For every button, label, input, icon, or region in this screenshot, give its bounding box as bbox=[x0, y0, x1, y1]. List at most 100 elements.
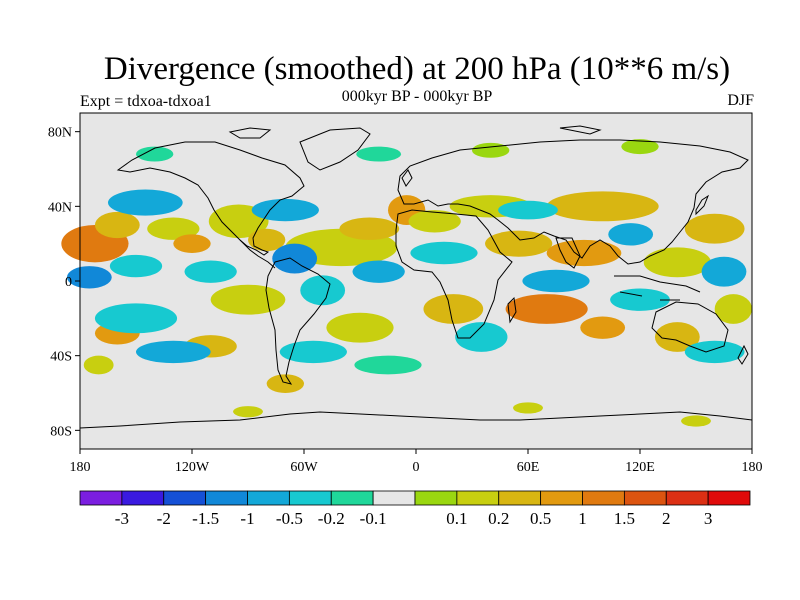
longitude-ticks: 180 120W 60W 0 60E 120E 180 bbox=[70, 449, 763, 475]
divergence-region bbox=[410, 241, 478, 265]
colorbar-swatch bbox=[665, 490, 709, 506]
divergence-region bbox=[522, 269, 590, 293]
colorbar: -3 -2 -1.5 -1 -0.5 -0.2 -0.1 0.1 0.2 0.5 1 1.5 2 3 bbox=[79, 490, 751, 528]
colorbar-label: 0.5 bbox=[530, 509, 551, 528]
divergence-region bbox=[326, 312, 394, 343]
divergence-region bbox=[580, 316, 626, 339]
divergence-region bbox=[701, 256, 747, 287]
coastline-uk bbox=[401, 169, 413, 187]
divergence-region bbox=[184, 260, 237, 283]
divergence-region bbox=[356, 146, 402, 162]
divergence-region bbox=[272, 243, 318, 274]
coastline-antarctica bbox=[79, 411, 753, 429]
latitude-ticks: 80N 40N 0 40S 80S bbox=[48, 126, 80, 439]
coastline-central-america bbox=[239, 239, 276, 269]
colorbar-swatch bbox=[205, 490, 248, 506]
divergence-region bbox=[608, 223, 654, 246]
divergence-region bbox=[423, 294, 484, 324]
divergence-region bbox=[408, 210, 461, 233]
divergence-region bbox=[654, 322, 700, 352]
experiment-label: Expt = tdxoa-tdxoa1 bbox=[80, 93, 212, 110]
colorbar-swatch bbox=[247, 490, 290, 506]
map-plot-area bbox=[61, 112, 753, 450]
divergence-region bbox=[147, 217, 200, 240]
divergence-region bbox=[621, 139, 659, 155]
map-subtitle: 000kyr BP - 000kyr BP bbox=[341, 88, 493, 105]
coastline-africa bbox=[395, 209, 513, 339]
season-label: DJF bbox=[727, 92, 754, 109]
divergence-region bbox=[94, 211, 140, 239]
divergence-region bbox=[66, 266, 112, 289]
divergence-region bbox=[108, 189, 183, 216]
divergence-region bbox=[251, 198, 319, 222]
colorbar-swatch bbox=[288, 490, 332, 506]
divergence-region bbox=[684, 340, 745, 364]
coastline-australia bbox=[651, 301, 729, 353]
divergence-region bbox=[714, 294, 752, 324]
colorbar-label: 2 bbox=[662, 509, 671, 528]
divergence-region bbox=[472, 142, 510, 158]
latitude-tick-label: 80N bbox=[48, 126, 72, 141]
latitude-tick-label: 40N bbox=[48, 200, 72, 215]
longitude-tick-label: 120E bbox=[625, 460, 655, 475]
colorbar-label: -0.5 bbox=[276, 509, 303, 528]
coastline-madagascar bbox=[507, 296, 517, 324]
coastline-eurasia bbox=[397, 139, 749, 265]
coastline-maritime-continent bbox=[614, 275, 701, 301]
coastline-south-america bbox=[265, 257, 331, 385]
divergence-region bbox=[83, 355, 114, 375]
divergence-region bbox=[109, 254, 163, 278]
colorbar-label: -0.1 bbox=[360, 509, 387, 528]
longitude-tick-label: 180 bbox=[742, 460, 763, 475]
colorbar-swatch bbox=[582, 490, 625, 506]
coastline-arctic-islands bbox=[228, 125, 602, 139]
divergence-region bbox=[610, 288, 670, 311]
colorbar-swatch bbox=[414, 490, 458, 506]
divergence-region bbox=[354, 355, 422, 375]
colorbar-swatch bbox=[456, 490, 500, 506]
divergence-field-layer bbox=[61, 139, 752, 427]
divergence-region bbox=[505, 294, 588, 324]
longitude-tick-label: 0 bbox=[413, 460, 420, 475]
divergence-region bbox=[94, 303, 178, 334]
coastlines bbox=[79, 125, 753, 429]
divergence-region bbox=[339, 217, 400, 240]
colorbar-label: 1.5 bbox=[614, 509, 635, 528]
colorbar-label: 1 bbox=[578, 509, 587, 528]
divergence-region bbox=[247, 228, 286, 252]
colorbar-swatch bbox=[79, 490, 123, 506]
divergence-region bbox=[455, 322, 508, 352]
colorbar-label: -2 bbox=[157, 509, 171, 528]
divergence-region bbox=[279, 340, 347, 364]
coastline-north-america bbox=[116, 141, 305, 256]
divergence-region bbox=[643, 247, 711, 278]
divergence-region bbox=[498, 200, 558, 220]
colorbar-swatch bbox=[163, 490, 207, 506]
map-title: Divergence (smoothed) at 200 hPa (10**6 … bbox=[103, 51, 731, 87]
divergence-region bbox=[300, 275, 346, 306]
colorbar-swatch bbox=[540, 490, 583, 506]
latitude-tick-label: 40S bbox=[50, 350, 72, 365]
divergence-region bbox=[513, 402, 543, 414]
divergence-region bbox=[352, 260, 405, 283]
colorbar-swatch bbox=[121, 490, 165, 506]
colorbar-label: -1.5 bbox=[192, 509, 219, 528]
map-background bbox=[80, 113, 752, 449]
coastline-japan bbox=[695, 194, 710, 216]
colorbar-label: 0.1 bbox=[446, 509, 467, 528]
colorbar-label: -0.2 bbox=[318, 509, 345, 528]
colorbar-label: -3 bbox=[115, 509, 129, 528]
colorbar-label: 3 bbox=[704, 509, 713, 528]
longitude-tick-label: 180 bbox=[70, 460, 91, 475]
divergence-region bbox=[546, 191, 659, 222]
coastline-greenland bbox=[299, 127, 371, 171]
coastline-india bbox=[555, 237, 581, 269]
colorbar-swatch bbox=[707, 490, 751, 506]
longitude-tick-label: 60W bbox=[290, 460, 318, 475]
colorbar-label: 0.2 bbox=[488, 509, 509, 528]
divergence-region bbox=[546, 239, 622, 267]
divergence-region bbox=[136, 146, 174, 162]
colorbar-swatch bbox=[623, 490, 667, 506]
divergence-region bbox=[266, 374, 305, 393]
